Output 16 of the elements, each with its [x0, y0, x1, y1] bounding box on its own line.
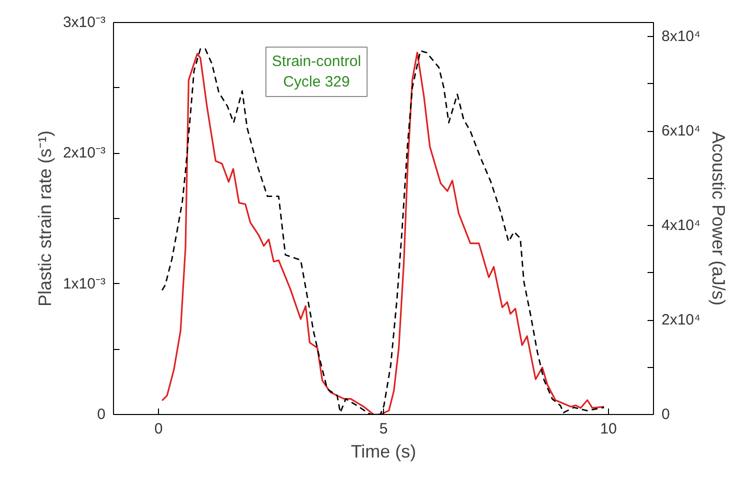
y2-tick-label: 0 [662, 406, 670, 423]
y-tick-label: 1x10⁻³ [62, 275, 106, 292]
annotation: Strain-control Cycle 329 [272, 53, 362, 90]
y-axis-title: Plastic strain rate (s⁻¹) [34, 130, 55, 307]
y-tick-label: 0 [97, 406, 106, 423]
y2-tick-label: 4x10⁴ [662, 217, 700, 234]
y-tick-label: 2x10⁻³ [62, 144, 106, 162]
x-tick-label: 10 [600, 420, 617, 438]
y2-axis-title: Acoustic Power (aJ/s) [708, 131, 728, 306]
x-tick-label: 0 [154, 420, 163, 438]
y-tick-label: 3x10⁻³ [62, 14, 106, 31]
y2-tick-label: 6x10⁴ [662, 122, 700, 140]
x-tick-label: 5 [379, 420, 388, 438]
y2-tick-label: 8x10⁴ [662, 28, 700, 46]
y2-tick-label: 2x10⁴ [662, 312, 700, 329]
x-axis-title: Time (s) [350, 442, 416, 462]
